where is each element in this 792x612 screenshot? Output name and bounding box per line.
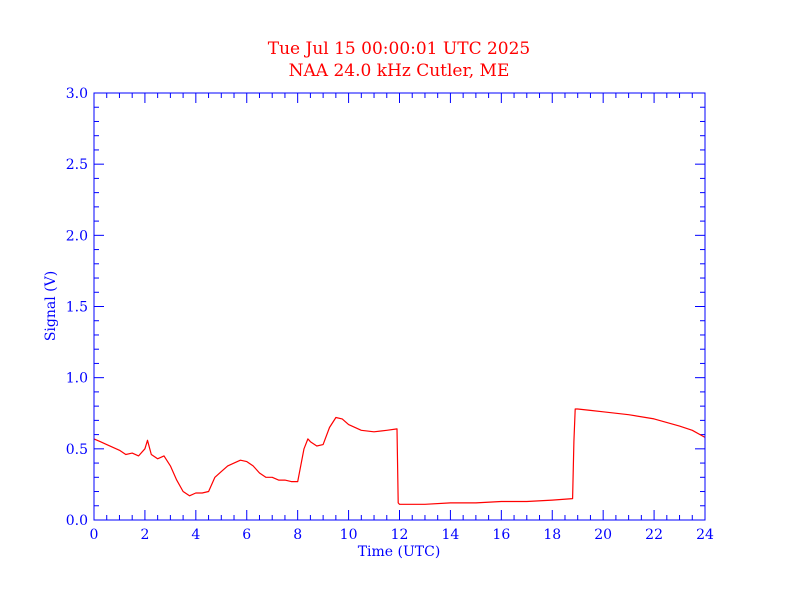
y-tick-label: 1.0 <box>66 371 88 387</box>
y-tick-label: 1.5 <box>66 300 88 316</box>
x-tick-label: 22 <box>645 527 663 543</box>
x-tick-label: 4 <box>191 527 200 543</box>
y-tick-label: 3.0 <box>66 86 88 102</box>
series-layer <box>93 408 706 505</box>
x-tick-label: 2 <box>140 527 149 543</box>
plot-frame <box>93 92 706 521</box>
x-tick-label: 14 <box>442 527 460 543</box>
y-axis-label: Signal (V) <box>43 271 59 341</box>
x-tick-label: 10 <box>340 527 358 543</box>
x-axis-label: Time (UTC) <box>358 544 441 560</box>
x-tick-label: 18 <box>543 527 561 543</box>
x-tick-label: 0 <box>90 527 99 543</box>
y-tick-label: 0.5 <box>66 442 88 458</box>
x-tick-label: 24 <box>696 527 714 543</box>
signal-series-line <box>93 408 706 505</box>
y-tick-label: 2.5 <box>66 157 88 173</box>
x-tick-label: 20 <box>594 527 612 543</box>
chart-subtitle: NAA 24.0 kHz Cutler, ME <box>289 61 510 81</box>
y-tick-label: 0.0 <box>66 513 88 529</box>
y-tick-label: 2.0 <box>66 228 88 244</box>
axis-ticks: 0 2 4 6 8 10 12 14 16 18 20 22 240.00.51.01.52.02.53… <box>66 86 714 543</box>
x-tick-label: 6 <box>242 527 251 543</box>
x-tick-label: 12 <box>391 527 409 543</box>
x-tick-label: 16 <box>492 527 510 543</box>
x-tick-label: 8 <box>293 527 302 543</box>
chart-title: Tue Jul 15 00:00:01 UTC 2025 <box>268 39 531 59</box>
